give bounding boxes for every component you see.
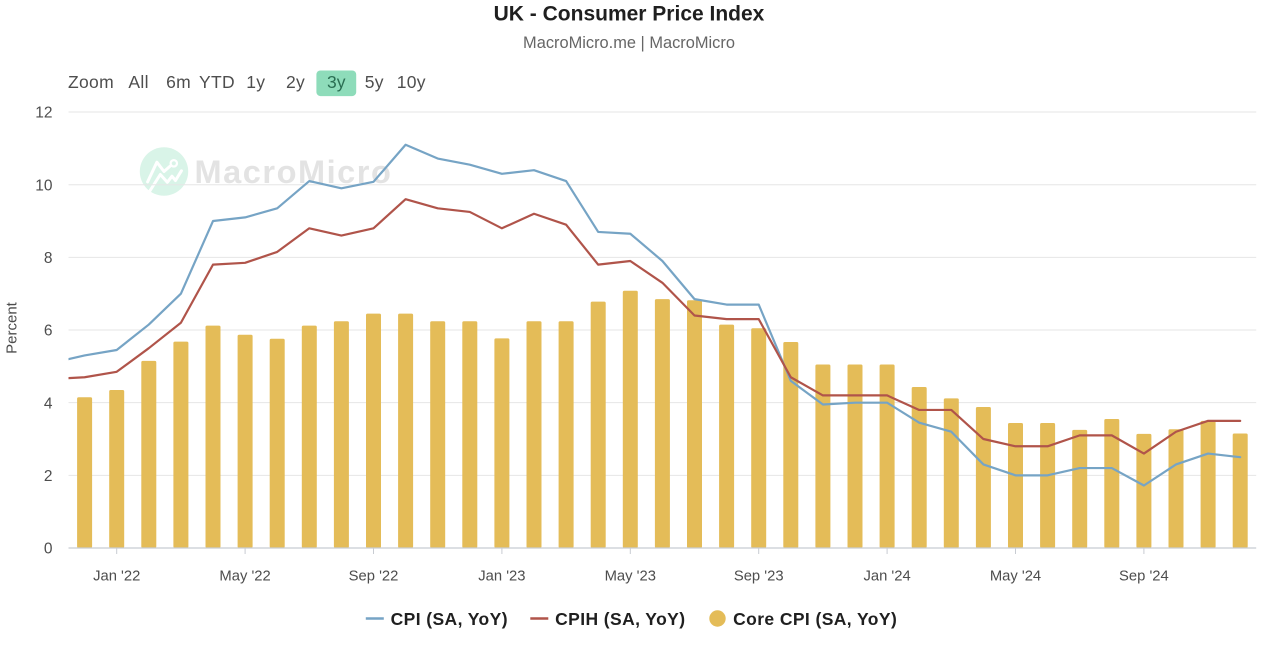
- svg-text:Jan '23: Jan '23: [478, 569, 525, 585]
- svg-text:12: 12: [35, 105, 52, 122]
- svg-text:3y: 3y: [327, 72, 346, 92]
- svg-text:Sep '23: Sep '23: [734, 569, 784, 585]
- svg-text:CPI (SA, YoY): CPI (SA, YoY): [391, 609, 508, 629]
- svg-text:Zoom: Zoom: [68, 72, 114, 92]
- svg-text:YTD: YTD: [199, 72, 235, 92]
- svg-text:8: 8: [44, 250, 53, 267]
- svg-text:Sep '22: Sep '22: [349, 569, 399, 585]
- svg-text:Core CPI (SA, YoY): Core CPI (SA, YoY): [733, 609, 897, 629]
- svg-text:2y: 2y: [286, 72, 305, 92]
- svg-text:Jan '24: Jan '24: [863, 569, 910, 585]
- svg-text:MacroMicro.me | MacroMicro: MacroMicro.me | MacroMicro: [523, 34, 735, 52]
- svg-text:CPIH (SA, YoY): CPIH (SA, YoY): [555, 609, 685, 629]
- svg-text:May '22: May '22: [219, 569, 270, 585]
- svg-text:6: 6: [44, 323, 53, 340]
- svg-text:UK - Consumer Price Index: UK - Consumer Price Index: [494, 3, 765, 26]
- svg-text:All: All: [128, 72, 148, 92]
- svg-text:May '23: May '23: [605, 569, 656, 585]
- svg-text:Percent: Percent: [4, 301, 21, 354]
- svg-text:Sep '24: Sep '24: [1119, 569, 1169, 585]
- svg-text:Jan '22: Jan '22: [93, 569, 140, 585]
- svg-text:4: 4: [44, 395, 53, 412]
- svg-text:May '24: May '24: [990, 569, 1041, 585]
- svg-text:0: 0: [44, 541, 53, 558]
- svg-text:2: 2: [44, 468, 53, 485]
- svg-text:1y: 1y: [246, 72, 265, 92]
- svg-text:6m: 6m: [166, 72, 191, 92]
- svg-text:5y: 5y: [365, 72, 384, 92]
- svg-text:10: 10: [35, 177, 53, 194]
- svg-text:10y: 10y: [397, 72, 426, 92]
